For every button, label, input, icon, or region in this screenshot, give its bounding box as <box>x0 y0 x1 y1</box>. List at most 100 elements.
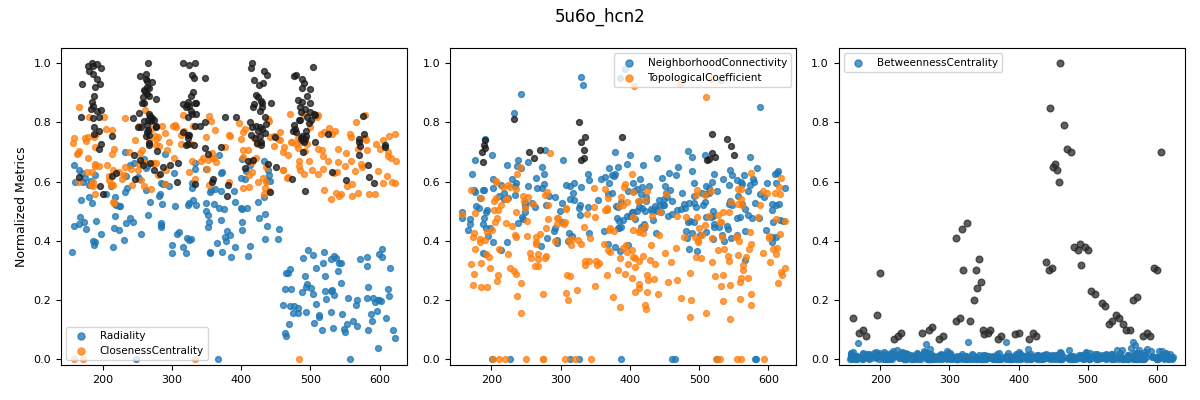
ClosenessCentrality <box>200 182 220 188</box>
ClosenessCentrality <box>172 132 191 138</box>
ClosenessCentrality <box>85 191 104 198</box>
TopologicalCoefficient <box>772 272 791 278</box>
Point <box>178 102 197 109</box>
ClosenessCentrality <box>353 164 372 170</box>
NeighborhoodConnectivity <box>695 198 714 205</box>
TopologicalCoefficient <box>565 356 584 362</box>
Radiality <box>182 180 202 186</box>
BetweennessCentrality <box>907 352 926 358</box>
BetweennessCentrality <box>857 351 876 358</box>
Point <box>139 93 158 100</box>
Point <box>258 160 277 167</box>
BetweennessCentrality <box>1124 356 1144 362</box>
ClosenessCentrality <box>186 176 205 183</box>
ClosenessCentrality <box>271 129 290 135</box>
Radiality <box>338 294 358 301</box>
Point <box>300 109 319 116</box>
Point <box>72 81 91 88</box>
BetweennessCentrality <box>854 350 874 356</box>
Radiality <box>109 226 128 233</box>
BetweennessCentrality <box>1126 354 1145 360</box>
Point <box>474 158 493 165</box>
ClosenessCentrality <box>84 134 103 140</box>
ClosenessCentrality <box>100 177 119 183</box>
TopologicalCoefficient <box>754 250 773 256</box>
TopologicalCoefficient <box>584 204 604 210</box>
BetweennessCentrality <box>923 355 942 362</box>
ClosenessCentrality <box>274 167 293 174</box>
BetweennessCentrality <box>1118 356 1138 362</box>
BetweennessCentrality <box>1094 354 1114 361</box>
BetweennessCentrality <box>992 355 1012 361</box>
BetweennessCentrality <box>1072 353 1091 359</box>
BetweennessCentrality <box>1118 352 1138 358</box>
TopologicalCoefficient <box>644 276 664 282</box>
NeighborhoodConnectivity <box>610 218 629 224</box>
BetweennessCentrality <box>917 356 936 362</box>
BetweennessCentrality <box>942 352 961 359</box>
BetweennessCentrality <box>1073 356 1092 362</box>
Radiality <box>65 223 84 230</box>
NeighborhoodConnectivity <box>482 356 502 362</box>
NeighborhoodConnectivity <box>545 228 564 234</box>
Radiality <box>115 149 134 156</box>
Point <box>950 315 970 321</box>
BetweennessCentrality <box>1003 356 1022 362</box>
TopologicalCoefficient <box>568 286 587 293</box>
BetweennessCentrality <box>1014 353 1033 360</box>
TopologicalCoefficient <box>658 278 677 285</box>
ClosenessCentrality <box>234 129 253 135</box>
NeighborhoodConnectivity <box>462 170 481 177</box>
BetweennessCentrality <box>1157 354 1176 360</box>
NeighborhoodConnectivity <box>535 147 554 153</box>
Point <box>88 108 107 114</box>
Point <box>88 75 107 82</box>
Point <box>84 71 103 77</box>
Radiality <box>73 170 92 176</box>
Radiality <box>276 269 295 276</box>
Radiality <box>258 167 277 173</box>
NeighborhoodConnectivity <box>732 180 751 187</box>
ClosenessCentrality <box>184 123 203 129</box>
Radiality <box>121 214 140 221</box>
BetweennessCentrality <box>1111 354 1130 361</box>
BetweennessCentrality <box>859 350 878 357</box>
ClosenessCentrality <box>132 147 151 154</box>
ClosenessCentrality <box>294 170 313 177</box>
Radiality <box>160 183 179 190</box>
BetweennessCentrality <box>1021 353 1040 359</box>
Point <box>1068 246 1087 253</box>
NeighborhoodConnectivity <box>508 157 527 163</box>
BetweennessCentrality <box>947 356 966 362</box>
ClosenessCentrality <box>104 199 124 206</box>
Legend: Radiality, ClosenessCentrality: Radiality, ClosenessCentrality <box>66 326 208 360</box>
Text: 5u6o_hcn2: 5u6o_hcn2 <box>554 8 646 26</box>
NeighborhoodConnectivity <box>750 104 769 110</box>
Point <box>958 220 977 226</box>
TopologicalCoefficient <box>523 201 542 207</box>
Point <box>474 142 493 148</box>
BetweennessCentrality <box>904 355 923 362</box>
Point <box>71 114 90 120</box>
BetweennessCentrality <box>976 356 995 362</box>
TopologicalCoefficient <box>666 244 685 251</box>
BetweennessCentrality <box>931 353 950 359</box>
TopologicalCoefficient <box>636 306 655 312</box>
ClosenessCentrality <box>157 147 176 153</box>
TopologicalCoefficient <box>775 264 794 271</box>
TopologicalCoefficient <box>487 215 506 222</box>
Radiality <box>198 224 217 230</box>
NeighborhoodConnectivity <box>697 214 716 220</box>
BetweennessCentrality <box>1049 354 1068 361</box>
TopologicalCoefficient <box>515 198 534 204</box>
Point <box>266 164 286 170</box>
BetweennessCentrality <box>950 356 970 362</box>
BetweennessCentrality <box>1021 351 1040 358</box>
BetweennessCentrality <box>882 350 901 357</box>
Point <box>139 127 158 133</box>
Point <box>978 330 997 336</box>
BetweennessCentrality <box>1133 356 1152 362</box>
Radiality <box>376 315 395 321</box>
Radiality <box>317 296 336 302</box>
ClosenessCentrality <box>136 160 155 166</box>
